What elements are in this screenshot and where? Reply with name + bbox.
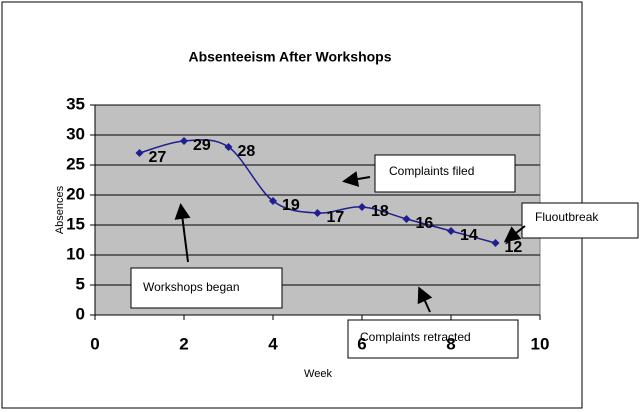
data-point	[269, 197, 277, 205]
plot-layer: 27 29 28 19 17 18 16 14 12	[90, 104, 541, 320]
x-tick-label: 10	[531, 334, 550, 353]
x-tick-label: 8	[446, 334, 455, 353]
data-label: 29	[193, 137, 211, 154]
annotations: Workshops began Complaints filed Complai…	[130, 154, 639, 359]
data-label: 18	[371, 203, 389, 220]
data-label: 14	[460, 227, 478, 244]
annotation: Workshops began	[143, 280, 240, 294]
data-point	[135, 149, 144, 157]
x-axis-label: Week	[304, 368, 332, 380]
annotation-box	[521, 202, 639, 239]
arrow	[342, 171, 371, 187]
arrow	[503, 225, 526, 243]
data-point	[224, 143, 233, 151]
data-point	[358, 203, 366, 211]
data-point	[402, 215, 411, 223]
data-label: 19	[282, 197, 300, 214]
annotation: Complaints retracted	[360, 330, 471, 344]
y-tick-label: 20	[66, 184, 85, 203]
data-point	[180, 137, 188, 145]
data-label: 16	[416, 215, 434, 232]
arrow	[174, 203, 191, 263]
annotation-box	[374, 154, 516, 193]
data-label: 17	[327, 209, 345, 226]
annotation: Fluoutbreak	[535, 210, 599, 224]
annotation-box	[347, 319, 519, 359]
x-tick-label: 2	[179, 334, 188, 353]
y-tick-label: 25	[66, 154, 85, 173]
x-tick-label: 6	[357, 334, 366, 353]
y-tick-label: 0	[76, 304, 85, 323]
data-point	[491, 239, 500, 247]
data-label: 12	[505, 239, 523, 256]
annotation-box	[130, 267, 283, 309]
annotation: Complaints filed	[389, 164, 474, 178]
y-tick-label: 5	[76, 274, 85, 293]
y-tick-label: 15	[66, 214, 85, 233]
data-point	[447, 227, 455, 235]
data-label: 27	[149, 149, 167, 166]
arrow	[417, 286, 433, 313]
y-tick-label: 30	[66, 124, 85, 143]
y-axis-label: Absences	[54, 185, 66, 234]
data-label: 28	[238, 143, 256, 160]
data-point	[313, 209, 322, 217]
y-tick-label: 10	[66, 244, 85, 263]
x-tick-label: 4	[268, 334, 278, 353]
x-tick-label: 0	[90, 334, 99, 353]
y-tick-label: 35	[66, 94, 85, 113]
chart-title: Absenteeism After Workshops	[188, 49, 391, 65]
